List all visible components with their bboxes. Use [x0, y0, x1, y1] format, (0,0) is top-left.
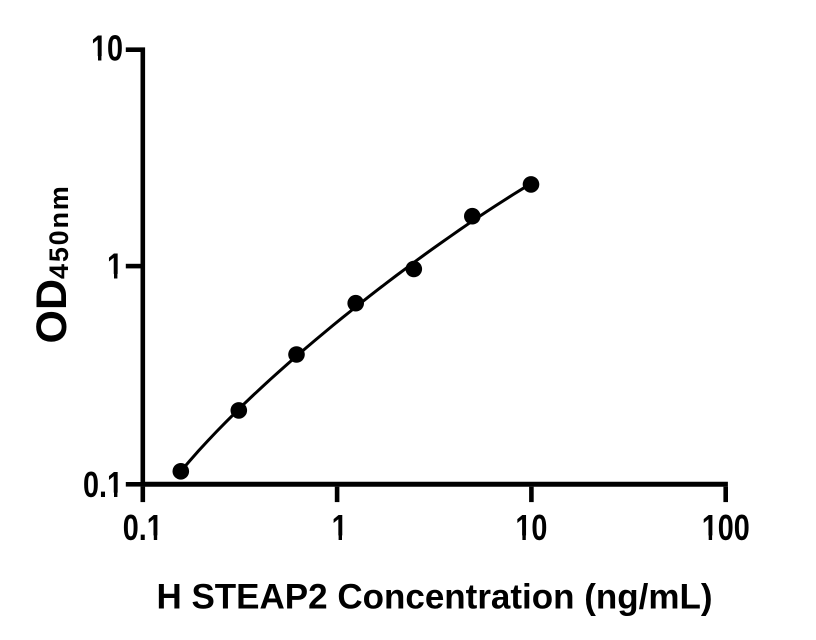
- svg-text:10: 10: [91, 28, 123, 69]
- svg-text:OD450nm: OD450nm: [28, 184, 76, 343]
- svg-text:H STEAP2 Concentration (ng/mL): H STEAP2 Concentration (ng/mL): [156, 578, 712, 617]
- svg-text:100: 100: [702, 507, 750, 548]
- svg-text:10: 10: [515, 507, 547, 548]
- svg-text:1: 1: [332, 507, 348, 548]
- svg-text:1: 1: [107, 245, 123, 286]
- svg-text:0.1: 0.1: [123, 507, 163, 548]
- svg-text:0.1: 0.1: [83, 464, 123, 505]
